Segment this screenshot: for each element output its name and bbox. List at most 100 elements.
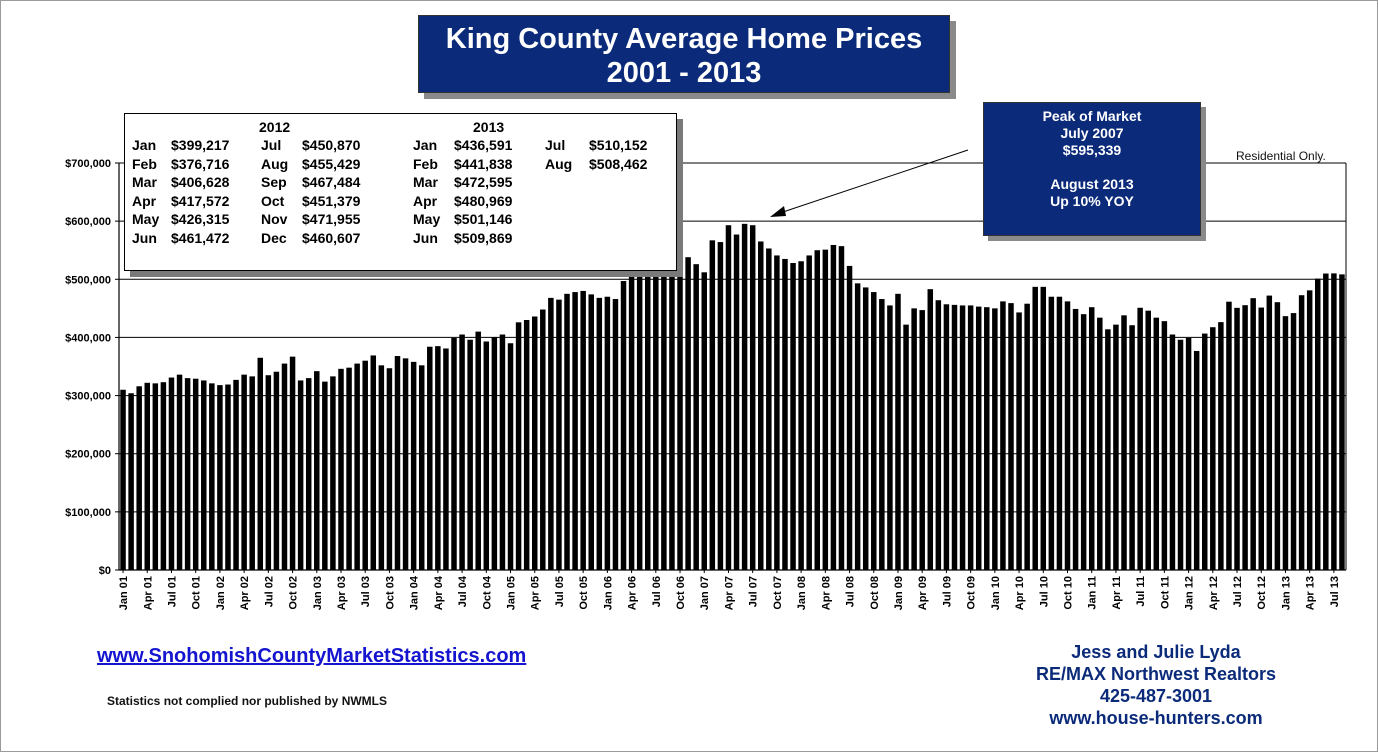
table-month: Jun xyxy=(132,229,157,246)
x-tick-label: Apr 11 xyxy=(1111,576,1123,610)
x-tick-label: Apr 12 xyxy=(1208,576,1220,610)
x-tick-label: Jul 04 xyxy=(457,575,469,607)
table-month: Apr xyxy=(413,192,438,209)
bar xyxy=(160,382,167,570)
bar xyxy=(1177,339,1184,570)
bar xyxy=(1169,334,1176,570)
bar xyxy=(1193,350,1200,570)
bar xyxy=(128,393,134,570)
bar xyxy=(540,309,546,570)
bar xyxy=(338,368,344,570)
bar xyxy=(201,380,207,570)
table-row: Feb $376,716 Aug $455,429 Feb $441,838 Aug $508… xyxy=(125,156,676,174)
bar xyxy=(378,365,385,570)
x-tick-label: Jul 09 xyxy=(941,576,953,607)
bar xyxy=(677,263,683,570)
bar xyxy=(370,355,377,570)
x-tick-label: Jul 05 xyxy=(554,576,566,607)
x-tick-label: Apr 13 xyxy=(1305,576,1317,610)
bar xyxy=(346,367,352,570)
table-price: $426,315 xyxy=(171,211,230,227)
bar xyxy=(184,378,191,570)
x-tick-label: Jul 12 xyxy=(1232,576,1244,607)
table-row: May $426,315 Nov $471,955 May $501,146 xyxy=(125,211,676,229)
table-price: $471,955 xyxy=(302,211,361,227)
table-price: $417,572 xyxy=(171,192,230,209)
title-line-2: 2001 - 2013 xyxy=(606,57,762,89)
residential-note: Residential Only. xyxy=(1236,149,1326,163)
table-price: $436,591 xyxy=(454,137,513,153)
y-tick-label: $0 xyxy=(99,565,111,577)
bar xyxy=(1258,307,1264,570)
bar xyxy=(1185,337,1192,570)
bar xyxy=(225,384,231,570)
x-tick-label: Jul 11 xyxy=(1135,576,1147,607)
table-price: $509,869 xyxy=(454,229,513,246)
bar xyxy=(943,304,950,570)
x-tick-label: Jan 04 xyxy=(409,575,421,610)
agent-site[interactable]: www.house-hunters.com xyxy=(1049,708,1263,728)
x-tick-label: Apr 06 xyxy=(627,576,639,610)
x-tick-label: Jan 05 xyxy=(506,576,518,610)
bar xyxy=(854,283,861,570)
bar xyxy=(1016,312,1022,570)
bar xyxy=(418,365,425,570)
table-price: $441,838 xyxy=(454,155,513,172)
bar xyxy=(1129,325,1135,570)
bar xyxy=(443,348,449,570)
bar xyxy=(1290,313,1297,570)
bar xyxy=(1000,301,1006,570)
x-axis-labels: Jan 01 Apr 01 Jul 01 Oct 01 Jan 02 Apr 02 Jul … xyxy=(118,575,1341,610)
table-month: Oct xyxy=(261,192,285,209)
bar xyxy=(1008,303,1014,570)
x-tick-label: Jul 10 xyxy=(1038,576,1050,607)
bar xyxy=(1323,273,1329,570)
bar xyxy=(604,296,611,570)
bar xyxy=(152,383,159,570)
y-tick-label: $400,000 xyxy=(65,332,111,344)
peak-line-4: August 2013 xyxy=(1050,176,1134,192)
chart-title: King County Average Home Prices 2001 - 2… xyxy=(418,15,950,93)
table-month: Mar xyxy=(132,174,157,190)
x-tick-label: Jul 01 xyxy=(167,576,179,607)
bar xyxy=(297,380,304,570)
bar xyxy=(951,304,958,570)
bar xyxy=(967,305,974,570)
table-price: $455,429 xyxy=(302,155,361,172)
table-year-2013: 2013 xyxy=(473,119,505,135)
bar xyxy=(451,338,457,570)
table-price: $467,484 xyxy=(302,174,361,190)
x-tick-label: Oct 04 xyxy=(481,575,493,610)
bar xyxy=(959,305,966,570)
peak-arrow-line xyxy=(779,149,969,214)
website-link[interactable]: www.SnohomishCountyMarketStatistics.com xyxy=(97,645,527,667)
x-tick-label: Jan 06 xyxy=(602,576,614,610)
bar xyxy=(273,371,280,570)
peak-line-2: July 2007 xyxy=(1060,125,1124,141)
x-tick-label: Jul 02 xyxy=(263,576,275,607)
peak-line-3: $595,339 xyxy=(1062,142,1122,158)
bar xyxy=(515,322,522,570)
bar xyxy=(176,374,183,570)
price-table: 2012 2013 Jan $399,217 Jul $450,870 Jan $436,… xyxy=(124,113,677,271)
bar xyxy=(862,287,869,570)
table-month: Nov xyxy=(261,211,288,227)
table-month: Mar xyxy=(413,174,438,190)
bar xyxy=(402,358,409,570)
bar xyxy=(1080,314,1087,570)
x-tick-label: Apr 10 xyxy=(1014,576,1026,610)
bar xyxy=(435,346,441,570)
bar xyxy=(1218,322,1224,570)
x-tick-label: Oct 10 xyxy=(1063,576,1075,610)
bar xyxy=(467,339,473,570)
bar xyxy=(305,378,312,570)
bar xyxy=(330,376,336,570)
bar xyxy=(790,263,796,570)
bar xyxy=(1274,302,1281,570)
x-tick-label: Oct 03 xyxy=(384,576,396,610)
bar xyxy=(685,257,691,570)
bar xyxy=(830,244,837,571)
bars xyxy=(120,223,1345,571)
bar xyxy=(168,377,175,570)
x-tick-label: Jan 02 xyxy=(215,576,227,610)
